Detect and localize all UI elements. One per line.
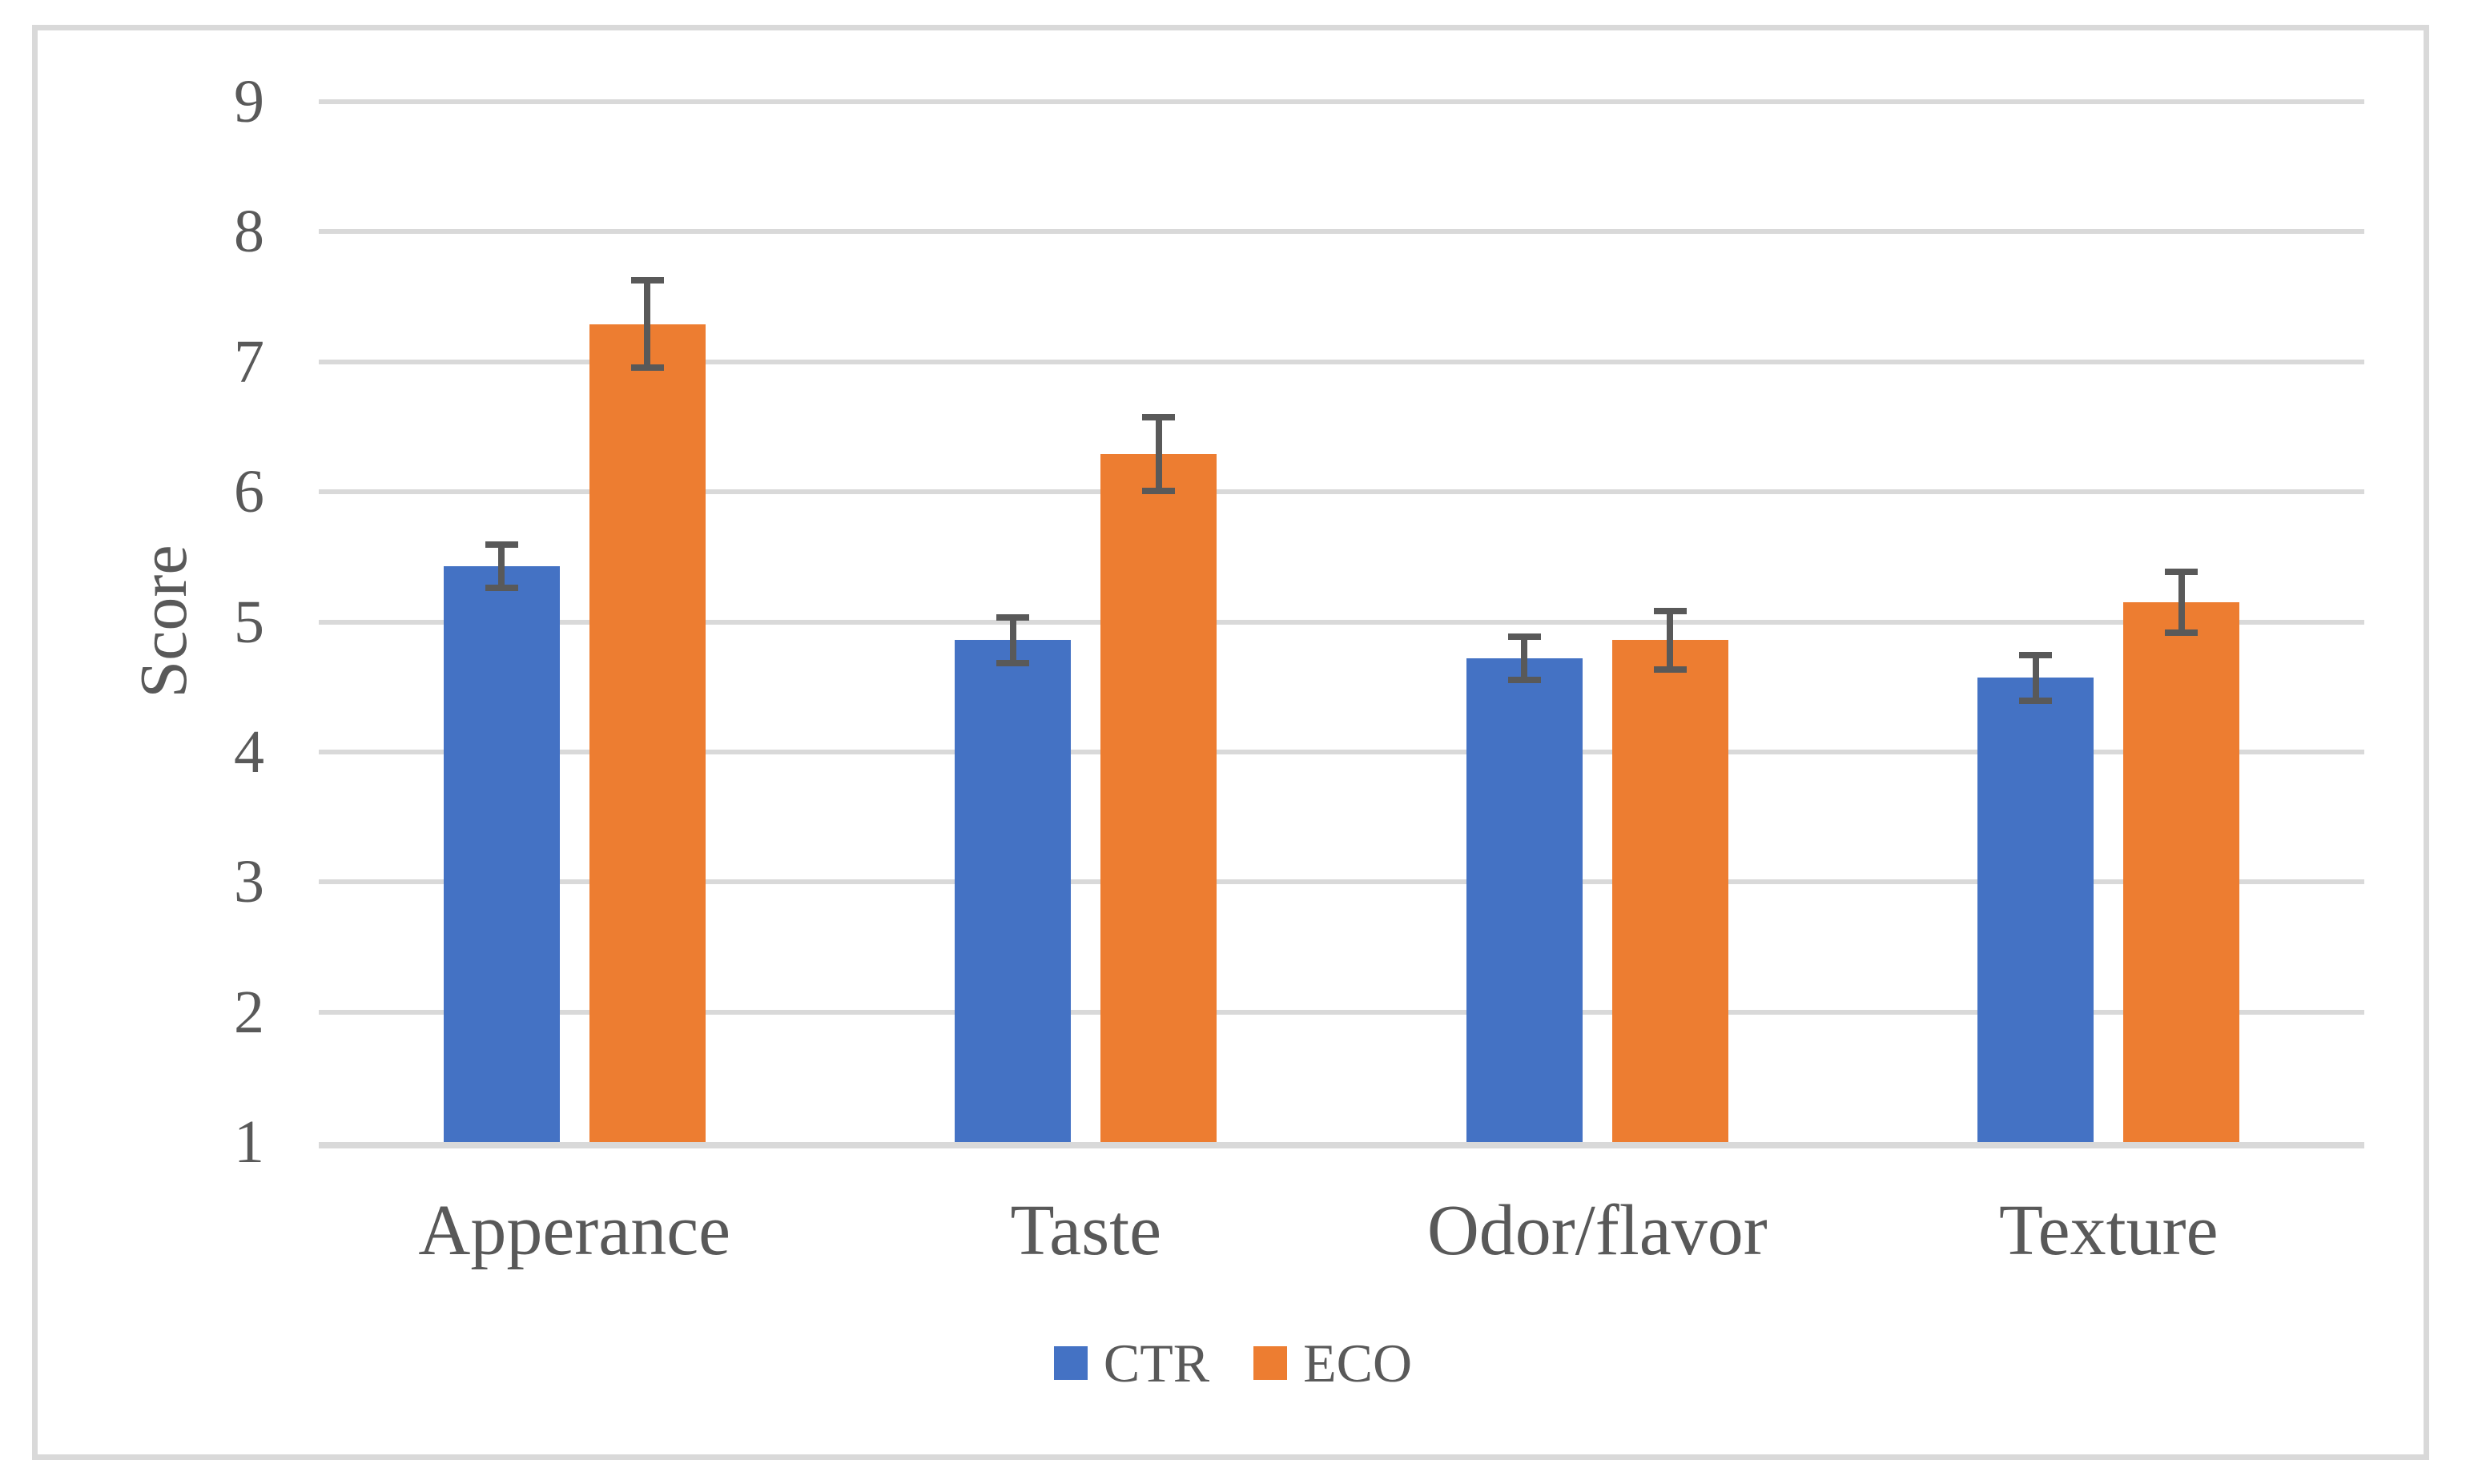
error-bar-line xyxy=(1667,607,1674,673)
legend-label-ctr: CTR xyxy=(1103,1333,1210,1394)
bar-ctr-4 xyxy=(1977,678,2094,1142)
error-bar-ctr-2 xyxy=(996,613,1030,666)
error-bar-cap-top xyxy=(630,277,664,284)
gridline xyxy=(319,879,2364,885)
error-bar-line xyxy=(1155,413,1162,495)
error-bar-ctr-3 xyxy=(1507,633,1541,683)
error-bar-cap-bottom xyxy=(996,659,1030,666)
y-tick-label: 7 xyxy=(234,328,264,396)
bar-eco-4 xyxy=(2123,602,2240,1142)
bar-ctr-2 xyxy=(955,640,1072,1142)
y-tick-label: 2 xyxy=(234,978,264,1046)
x-tick-label: Taste xyxy=(1010,1191,1162,1270)
error-bar-cap-bottom xyxy=(1142,488,1176,495)
error-bar-ctr-1 xyxy=(485,541,518,591)
y-tick-label: 8 xyxy=(234,198,264,266)
error-bar-line xyxy=(1009,613,1016,666)
gridline xyxy=(319,1009,2364,1015)
error-bar-eco-4 xyxy=(2165,568,2198,637)
legend-item-eco: ECO xyxy=(1253,1336,1412,1390)
legend-swatch-ctr xyxy=(1053,1346,1088,1380)
error-bar-eco-2 xyxy=(1142,413,1176,495)
error-bar-cap-bottom xyxy=(2165,629,2198,637)
legend-swatch-eco xyxy=(1253,1346,1288,1380)
y-tick-label: 3 xyxy=(234,848,264,916)
gridline xyxy=(319,359,2364,364)
bar-eco-1 xyxy=(589,324,706,1142)
bar-ctr-1 xyxy=(443,565,560,1142)
y-tick-label: 6 xyxy=(234,458,264,526)
error-bar-cap-bottom xyxy=(485,584,518,591)
x-tick-label: Texture xyxy=(1998,1191,2219,1270)
error-bar-cap-bottom xyxy=(1507,676,1541,683)
error-bar-cap-top xyxy=(485,541,518,548)
error-bar-eco-3 xyxy=(1653,607,1687,673)
x-axis-line xyxy=(319,1142,2364,1148)
error-bar-cap-bottom xyxy=(2019,697,2053,704)
gridline xyxy=(319,489,2364,495)
y-tick-label: 1 xyxy=(234,1108,264,1176)
error-bar-ctr-4 xyxy=(2019,651,2053,704)
x-tick-label: Apperance xyxy=(418,1191,731,1270)
error-bar-eco-1 xyxy=(630,277,664,372)
error-bar-cap-bottom xyxy=(630,364,664,372)
plot-area xyxy=(319,99,2364,1148)
error-bar-cap-top xyxy=(2165,568,2198,575)
error-bar-cap-top xyxy=(996,613,1030,621)
error-bar-line xyxy=(1521,633,1528,683)
legend-label-eco: ECO xyxy=(1303,1333,1413,1394)
bar-eco-3 xyxy=(1611,640,1728,1142)
gridline xyxy=(319,619,2364,625)
legend: CTR ECO xyxy=(0,1336,2466,1390)
y-tick-label: 4 xyxy=(234,718,264,786)
chart-border xyxy=(32,25,2429,1460)
bar-ctr-3 xyxy=(1466,658,1583,1142)
error-bar-cap-top xyxy=(1653,607,1687,614)
error-bar-cap-top xyxy=(1142,413,1176,420)
y-tick-label: 9 xyxy=(234,68,264,135)
y-tick-label: 5 xyxy=(234,588,264,656)
gridline xyxy=(319,229,2364,235)
error-bar-cap-top xyxy=(2019,651,2053,658)
error-bar-line xyxy=(644,277,651,372)
error-bar-cap-bottom xyxy=(1653,666,1687,673)
error-bar-cap-top xyxy=(1507,633,1541,641)
bar-eco-2 xyxy=(1100,454,1217,1142)
legend-item-ctr: CTR xyxy=(1053,1333,1210,1394)
x-tick-label: Odor/flavor xyxy=(1426,1191,1768,1270)
gridline xyxy=(319,749,2364,754)
error-bar-line xyxy=(498,541,505,591)
error-bar-line xyxy=(2032,651,2039,704)
error-bar-line xyxy=(2178,568,2185,637)
gridline xyxy=(319,99,2364,104)
